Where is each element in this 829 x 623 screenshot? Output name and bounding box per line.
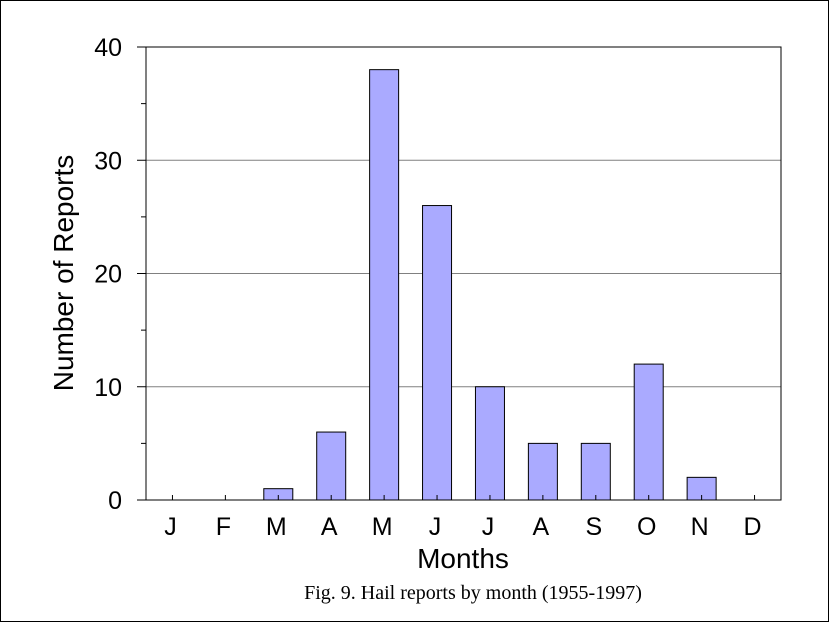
x-tick-label: F — [216, 513, 231, 541]
x-tick-label: M — [372, 513, 393, 541]
y-axis-title: Number of Reports — [48, 155, 79, 392]
bar-4 — [316, 431, 347, 501]
y-tick-label: 0 — [108, 487, 122, 515]
x-tick-label: J — [482, 513, 495, 541]
y-axis-ticks: 0 10 20 30 40 — [94, 34, 146, 515]
bar-7 — [474, 386, 505, 501]
bar-5 — [369, 69, 400, 501]
x-tick-label: A — [321, 513, 338, 541]
x-tick-label: N — [691, 513, 709, 541]
gridlines — [146, 159, 781, 388]
bar-8 — [527, 442, 558, 501]
x-tick-label: J — [429, 513, 442, 541]
x-axis-title: Months — [417, 543, 509, 574]
x-tick-label: M — [266, 513, 287, 541]
y-tick-label: 30 — [94, 147, 122, 175]
x-tick-label: A — [533, 513, 550, 541]
y-tick-label: 40 — [94, 34, 122, 62]
bar-6 — [422, 205, 453, 501]
figure-caption: Fig. 9. Hail reports by month (1955-1997… — [304, 582, 642, 604]
x-tick-label: O — [637, 513, 656, 541]
bar-10 — [633, 363, 664, 501]
x-tick-label: D — [744, 513, 762, 541]
y-tick-label: 20 — [94, 261, 122, 289]
y-tick-label: 10 — [94, 374, 122, 402]
bar-9 — [580, 442, 611, 501]
x-tick-label: S — [585, 513, 602, 541]
x-tick-label: J — [164, 513, 177, 541]
bars — [263, 69, 717, 501]
